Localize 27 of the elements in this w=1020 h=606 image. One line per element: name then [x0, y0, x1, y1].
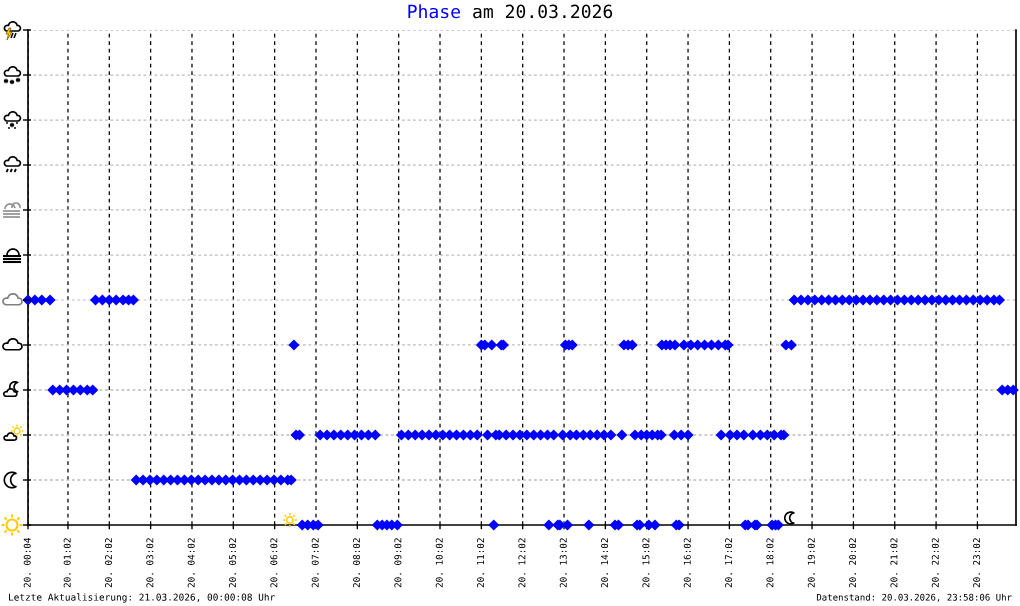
x-tick-label: 20. 18:02 — [766, 538, 774, 588]
x-tick-label: 20. 16:02 — [683, 538, 691, 588]
x-tick-label: 20. 12:02 — [518, 538, 526, 588]
x-tick-label: 20. 10:02 — [435, 538, 443, 588]
x-tick-label: 20. 09:02 — [394, 538, 402, 588]
x-tick-label: 20. 17:02 — [725, 538, 733, 588]
x-tick-label: 20. 15:02 — [642, 538, 650, 588]
x-tick-label: 20. 23:02 — [973, 538, 981, 588]
x-tick-label: 20. 21:02 — [890, 538, 898, 588]
x-tick-label: 20. 04:02 — [187, 538, 195, 588]
x-tick-label: 20. 07:02 — [311, 538, 319, 588]
text: Datenstand: 20.03.2026, 23:58:06 Uhr — [816, 593, 1012, 602]
x-tick-label: 20. 11:02 — [477, 538, 485, 588]
chart-title: Phase am 20.03.2026 — [408, 4, 613, 19]
x-tick-label: 20. 20:02 — [849, 538, 857, 588]
x-tick-label: 20. 01:02 — [63, 538, 71, 588]
x-tick-label: 20. 13:02 — [559, 538, 567, 588]
x-tick-label: 20. 06:02 — [270, 538, 278, 588]
x-tick-label: 20. 03:02 — [146, 538, 154, 588]
x-tick-label: 20. 02:02 — [104, 538, 113, 588]
x-tick-label: 20. 19:02 — [807, 538, 815, 588]
x-tick-label: 20. 08:02 — [353, 538, 361, 588]
x-tick-label: 20. 05:02 — [229, 538, 237, 588]
x-tick-label: 20. 00:04 — [23, 537, 31, 588]
x-tick-label: 20. 14:02 — [601, 538, 609, 588]
x-tick-label: 20. 22:02 — [931, 538, 939, 588]
text: Letzte Aktualisierung: 21.03.2026, 00:00:08 Uhr — [8, 593, 275, 603]
